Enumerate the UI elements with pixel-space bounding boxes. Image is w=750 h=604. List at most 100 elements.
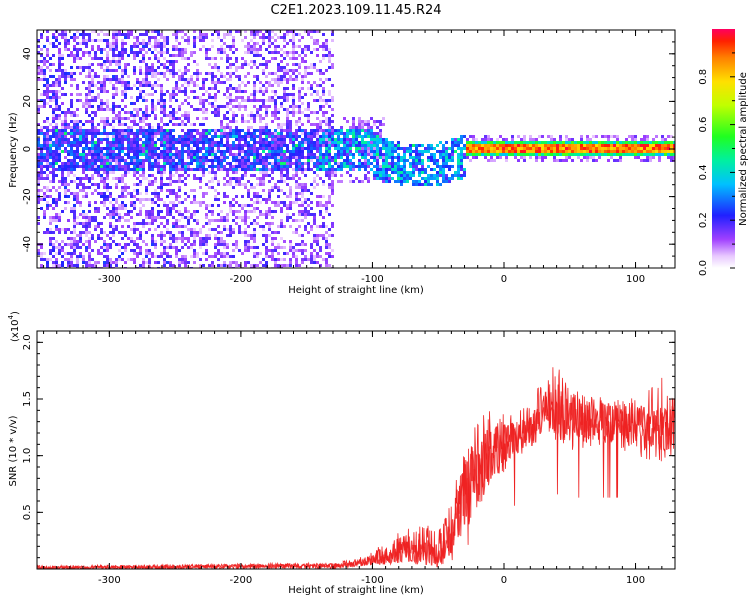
heatmap-cell xyxy=(76,264,79,267)
heatmap-cell xyxy=(430,153,433,156)
heatmap-cell xyxy=(232,159,235,162)
heatmap-cell xyxy=(343,153,346,156)
heatmap-cell xyxy=(142,72,145,75)
heatmap-cell xyxy=(433,147,436,150)
heatmap-cell xyxy=(52,36,55,39)
heatmap-cell xyxy=(301,204,304,207)
heatmap-cell xyxy=(100,132,103,135)
heatmap-cell xyxy=(442,174,445,177)
heatmap-cell xyxy=(76,150,79,153)
heatmap-cell xyxy=(94,99,97,102)
heatmap-cell xyxy=(124,213,127,216)
heatmap-cell xyxy=(469,144,472,147)
heatmap-cell xyxy=(538,156,541,159)
heatmap-cell xyxy=(142,126,145,129)
heatmap-cell xyxy=(85,240,88,243)
heatmap-cell xyxy=(124,96,127,99)
heatmap-cell xyxy=(148,228,151,231)
heatmap-cell xyxy=(64,132,67,135)
heatmap-cell xyxy=(253,117,256,120)
heatmap-cell xyxy=(418,168,421,171)
heatmap-cell xyxy=(193,51,196,54)
heatmap-cell xyxy=(331,66,334,69)
heatmap-cell xyxy=(157,216,160,219)
heatmap-cell xyxy=(88,180,91,183)
heatmap-cell xyxy=(280,150,283,153)
heatmap-cell xyxy=(352,135,355,138)
heatmap-cell xyxy=(256,90,259,93)
heatmap-cell xyxy=(304,249,307,252)
heatmap-cell xyxy=(346,129,349,132)
heatmap-cell xyxy=(136,228,139,231)
heatmap-cell xyxy=(274,237,277,240)
heatmap-cell xyxy=(58,117,61,120)
heatmap-cell xyxy=(142,153,145,156)
heatmap-cell xyxy=(325,159,328,162)
heatmap-cell xyxy=(220,123,223,126)
heatmap-cell xyxy=(208,159,211,162)
heatmap-cell xyxy=(274,51,277,54)
heatmap-cell xyxy=(313,255,316,258)
heatmap-cell xyxy=(64,126,67,129)
heatmap-cell xyxy=(496,150,499,153)
heatmap-cell xyxy=(145,99,148,102)
heatmap-cell xyxy=(361,153,364,156)
heatmap-cell xyxy=(256,177,259,180)
heatmap-cell xyxy=(214,105,217,108)
heatmap-cell xyxy=(76,192,79,195)
heatmap-cell xyxy=(433,153,436,156)
heatmap-cell xyxy=(109,243,112,246)
heatmap-cell xyxy=(202,45,205,48)
heatmap-cell xyxy=(220,48,223,51)
heatmap-cell xyxy=(73,60,76,63)
heatmap-cell xyxy=(97,207,100,210)
heatmap-cell xyxy=(163,264,166,267)
heatmap-cell xyxy=(166,129,169,132)
heatmap-cell xyxy=(127,129,130,132)
heatmap-cell xyxy=(160,165,163,168)
heatmap-cell xyxy=(196,96,199,99)
heatmap-cell xyxy=(169,165,172,168)
heatmap-cell xyxy=(52,96,55,99)
heatmap-cell xyxy=(109,144,112,147)
heatmap-cell xyxy=(457,156,460,159)
heatmap-cell xyxy=(55,261,58,264)
heatmap-cell xyxy=(175,123,178,126)
heatmap-cell xyxy=(550,144,553,147)
heatmap-cell xyxy=(109,213,112,216)
heatmap-cell xyxy=(88,255,91,258)
heatmap-cell xyxy=(178,210,181,213)
heatmap-cell xyxy=(334,159,337,162)
heatmap-cell xyxy=(250,246,253,249)
heatmap-cell xyxy=(289,129,292,132)
heatmap-cell xyxy=(304,216,307,219)
heatmap-cell xyxy=(316,99,319,102)
heatmap-cell xyxy=(280,123,283,126)
heatmap-cell xyxy=(70,99,73,102)
heatmap-cell xyxy=(118,114,121,117)
heatmap-cell xyxy=(79,240,82,243)
heatmap-cell xyxy=(157,153,160,156)
heatmap-cell xyxy=(64,30,67,33)
heatmap-cell xyxy=(250,111,253,114)
heatmap-cell xyxy=(220,135,223,138)
heatmap-cell xyxy=(52,132,55,135)
heatmap-cell xyxy=(124,195,127,198)
heatmap-cell xyxy=(196,210,199,213)
heatmap-cell xyxy=(460,156,463,159)
heatmap-cell xyxy=(55,39,58,42)
heatmap-cell xyxy=(160,189,163,192)
heatmap-cell xyxy=(115,39,118,42)
heatmap-cell xyxy=(253,240,256,243)
heatmap-cell xyxy=(85,141,88,144)
heatmap-cell xyxy=(160,168,163,171)
heatmap-cell xyxy=(328,243,331,246)
heatmap-cell xyxy=(235,156,238,159)
heatmap-cell xyxy=(106,153,109,156)
heatmap-cell xyxy=(493,147,496,150)
heatmap-cell xyxy=(271,216,274,219)
heatmap-cell xyxy=(55,102,58,105)
heatmap-cell xyxy=(352,180,355,183)
heatmap-cell xyxy=(202,117,205,120)
